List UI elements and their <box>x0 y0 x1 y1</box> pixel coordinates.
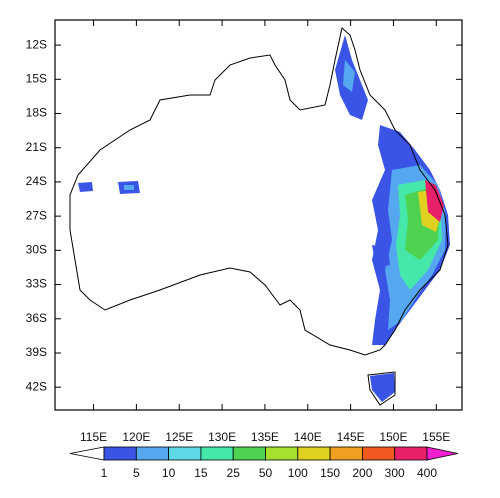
colorbar-segment <box>297 446 331 461</box>
lat-tick-label: 18S <box>26 106 47 120</box>
colorbar-segment <box>394 446 428 461</box>
rainfall-shading <box>78 35 450 402</box>
lon-tick-label: 135E <box>251 430 279 444</box>
colorbar-segment <box>265 446 299 461</box>
lon-tick-label: 125E <box>165 430 193 444</box>
colorbar-segment <box>69 446 105 461</box>
lon-tick-label: 145E <box>337 430 365 444</box>
colorbar-label: 10 <box>162 466 176 480</box>
colorbar-label: 400 <box>417 466 437 480</box>
colorbar-label: 50 <box>259 466 273 480</box>
rain-area <box>370 373 395 402</box>
lat-tick-label: 42S <box>26 379 47 393</box>
lat-tick-label: 36S <box>26 311 47 325</box>
lon-tick-label: 155E <box>422 430 450 444</box>
colorbar-segment <box>200 446 234 461</box>
rain-area <box>78 182 93 192</box>
lon-tick-label: 150E <box>379 430 407 444</box>
rain-area <box>343 60 355 92</box>
colorbar-label: 100 <box>288 466 308 480</box>
lat-tick-label: 39S <box>26 345 47 359</box>
colorbar-segment <box>103 446 137 461</box>
lon-tick-label: 130E <box>208 430 236 444</box>
colorbar-label: 15 <box>194 466 208 480</box>
lat-tick-label: 24S <box>26 174 47 188</box>
colorbar-segment <box>168 446 202 461</box>
colorbar-label: 200 <box>352 466 372 480</box>
lon-tick-label: 115E <box>80 430 107 444</box>
rain-area <box>372 245 390 268</box>
coastline <box>367 371 396 406</box>
lon-tick-label: 140E <box>294 430 322 444</box>
colorbar-label: 300 <box>385 466 405 480</box>
rain-area <box>425 180 444 222</box>
rain-area <box>124 185 134 190</box>
colorbar-segment <box>426 446 459 461</box>
lat-tick-label: 21S <box>26 140 47 154</box>
colorbar-label: 1 <box>101 466 108 480</box>
coastline <box>69 27 449 356</box>
colorbar-segment <box>361 446 396 461</box>
colorbar-segment <box>135 446 170 461</box>
colorbar-label: 25 <box>227 466 241 480</box>
lat-tick-label: 15S <box>26 71 47 85</box>
lat-tick-label: 30S <box>26 243 47 257</box>
colorbar-segment <box>232 446 266 461</box>
colorbar-label: 150 <box>320 466 340 480</box>
colorbar-segment <box>329 446 363 461</box>
lat-tick-label: 33S <box>26 277 47 291</box>
colorbar-label: 5 <box>133 466 140 480</box>
lat-tick-label: 27S <box>26 208 47 222</box>
lat-tick-label: 12S <box>26 37 47 51</box>
lon-tick-label: 120E <box>122 430 150 444</box>
